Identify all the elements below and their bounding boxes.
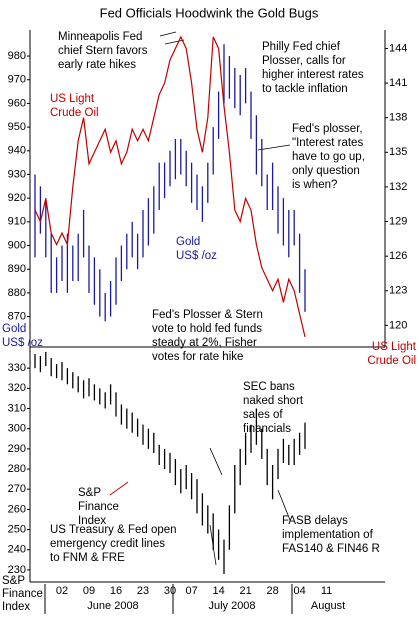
annotation: FASB delays implementation of FAS140 & F…: [282, 515, 380, 555]
crude-line: [34, 35, 306, 338]
y2-tick-label: 126: [389, 250, 407, 262]
x-tick-label: 21: [239, 585, 251, 597]
y-tick-label: 250: [8, 523, 26, 535]
y-tick-label: 920: [8, 192, 26, 204]
y2-tick-label: 132: [389, 181, 407, 193]
x-tick-label: 07: [185, 585, 197, 597]
y2-tick-label: 141: [389, 77, 407, 89]
series-label: Gold US$ /oz: [176, 236, 217, 262]
y-tick-label: 890: [8, 263, 26, 275]
y-tick-label: 330: [8, 362, 26, 374]
axis-label: S&P Finance Index: [2, 575, 43, 613]
annotation: US Treasury & Fed open emergency credit …: [50, 524, 177, 564]
x-tick-label: 11: [321, 585, 332, 597]
leader-lines: [159, 31, 291, 566]
x-tick-label: 30: [164, 585, 176, 597]
annotation: SEC bans naked short sales of financials: [243, 381, 304, 435]
y2-tick-label: 129: [389, 215, 407, 227]
y2-tick-label: 138: [389, 112, 407, 124]
y-tick-label: 910: [8, 216, 26, 228]
x-tick-label: 16: [110, 585, 122, 597]
series-label: US Light Crude Oil: [50, 93, 99, 119]
y-tick-label: 970: [8, 74, 26, 86]
y-tick-label: 230: [8, 564, 26, 576]
month-label: July 2008: [208, 600, 255, 612]
month-label: June 2008: [87, 600, 138, 612]
axes: [29, 30, 386, 614]
y2-tick-label: 120: [389, 319, 407, 331]
x-tick-label: 14: [212, 585, 224, 597]
x-tick-label: 09: [83, 585, 95, 597]
y-tick-label: 290: [8, 443, 26, 455]
leader-line: [159, 31, 177, 37]
annotation: Philly Fed chief Plosser, calls for high…: [262, 41, 364, 95]
series-label: S&P Finance Index: [78, 487, 119, 527]
x-tick-label: 02: [56, 585, 68, 597]
annotation: Fed's Plosser & Stern vote to hold fed f…: [152, 309, 263, 363]
axis-label: US Light Crude Oil: [367, 341, 416, 367]
leader-line: [277, 489, 291, 521]
chart-title: Fed Officials Hoodwink the Gold Bugs: [100, 5, 319, 20]
y2-tick-label: 144: [389, 42, 407, 54]
x-tick-label: 04: [293, 585, 305, 597]
axis-label: Gold US$ /oz: [2, 323, 43, 349]
y-tick-label: 870: [8, 310, 26, 322]
y-tick-label: 930: [8, 168, 26, 180]
leader-line: [164, 39, 185, 45]
y-tick-label: 270: [8, 483, 26, 495]
y-tick-label: 880: [8, 287, 26, 299]
y-tick-label: 940: [8, 145, 26, 157]
y-tick-label: 300: [8, 423, 26, 435]
y-tick-label: 980: [8, 50, 26, 62]
leader-line: [209, 447, 223, 476]
y2-tick-label: 135: [389, 146, 407, 158]
leader-line: [109, 481, 129, 496]
annotation: Minneapolis Fed chief Stern favors early…: [58, 31, 148, 71]
month-label: August: [311, 600, 345, 612]
x-tick-label: 23: [137, 585, 149, 597]
y-tick-label: 960: [8, 97, 26, 109]
y-tick-label: 320: [8, 382, 26, 394]
y-tick-label: 280: [8, 463, 26, 475]
y-tick-label: 240: [8, 544, 26, 556]
annotation: Fed's plosser, "Interest rates have to g…: [292, 123, 365, 191]
y-tick-label: 310: [8, 402, 26, 414]
y-tick-label: 260: [8, 503, 26, 515]
leader-line: [257, 144, 291, 151]
y-tick-label: 950: [8, 121, 26, 133]
y2-tick-label: 123: [389, 285, 407, 297]
x-tick-label: 28: [266, 585, 278, 597]
y-tick-label: 900: [8, 239, 26, 251]
